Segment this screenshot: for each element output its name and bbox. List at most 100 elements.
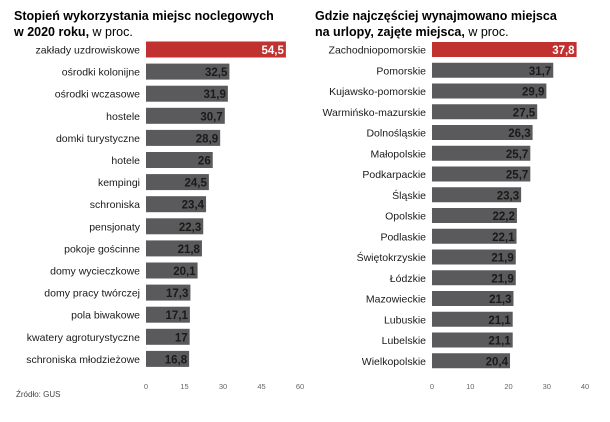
chart1-category-label: schroniska xyxy=(90,199,140,211)
chart2-value-label: 22,1 xyxy=(492,232,515,244)
chart2-bar xyxy=(432,187,522,203)
chart1-value-label: 28,9 xyxy=(196,133,218,145)
chart1-category-label: hostele xyxy=(106,111,140,123)
chart1-bar xyxy=(146,174,209,191)
source-note: Źródło: GUS xyxy=(16,390,61,399)
chart1-bar xyxy=(146,85,228,102)
chart2-bar xyxy=(432,42,577,57)
chart1-value-label: 54,5 xyxy=(261,45,284,57)
chart1-bar xyxy=(146,107,225,124)
chart2-value-label: 21,3 xyxy=(489,294,511,306)
chart1-x-tick-label: 30 xyxy=(219,382,227,391)
chart1-category-label: domy wycieczkowe xyxy=(50,266,140,278)
chart2-category-label: Łódzkie xyxy=(390,273,426,285)
chart1-value-label: 21,8 xyxy=(178,244,201,256)
chart2-bar-chart: Zachodniopomorskie 37,8 Pomorskie 31,7 Kujaw… xyxy=(323,42,589,391)
chart2-category-label: Śląskie xyxy=(392,189,426,202)
chart1-category-label: domki turystyczne xyxy=(56,133,140,145)
chart1-category-label: ośrodki wczasowe xyxy=(55,89,140,101)
chart2-category-label: Kujawsko-pomorskie xyxy=(329,86,426,98)
chart2-category-label: Lubuskie xyxy=(384,314,426,326)
chart2-bar xyxy=(432,311,513,327)
chart2-category-label: Podlaskie xyxy=(380,231,426,243)
chart1-category-label: domy pracy twórczej xyxy=(44,288,140,300)
chart1-bar xyxy=(146,196,207,213)
chart1-value-label: 26 xyxy=(198,156,211,168)
chart1-category-label: pensjonaty xyxy=(89,221,141,233)
chart2-category-label: Wielkopolskie xyxy=(362,356,426,368)
chart2-bar xyxy=(432,62,554,78)
chart1-category-label: schroniska młodzieżowe xyxy=(26,354,140,366)
chart1-title-line2-rest: w proc. xyxy=(89,25,133,39)
chart2-title-line2-rest: w proc. xyxy=(465,25,509,39)
chart2-value-label: 27,5 xyxy=(513,107,536,119)
chart1-category-label: kwatery agroturystyczne xyxy=(27,332,140,344)
chart2-value-label: 37,8 xyxy=(552,45,575,57)
chart2-value-label: 26,3 xyxy=(508,128,530,140)
chart1-title-line1: Stopień wykorzystania miejsc noclegowych xyxy=(14,9,274,23)
chart1-category-label: ośrodki kolonijne xyxy=(62,67,140,79)
chart2-bar xyxy=(432,270,516,286)
chart2-x-tick-label: 40 xyxy=(581,382,589,391)
chart2-x-tick-label: 0 xyxy=(430,382,434,391)
chart1-bar xyxy=(146,129,221,146)
chart2-category-label: Lubelskie xyxy=(382,335,427,347)
chart1-x-tick-label: 60 xyxy=(296,382,304,391)
chart2-bar xyxy=(432,249,516,265)
chart2-bar xyxy=(432,332,513,348)
chart1-bar xyxy=(146,240,202,257)
chart1-bar xyxy=(146,350,190,367)
chart2-value-label: 21,1 xyxy=(488,336,511,348)
chart2-bar xyxy=(432,166,531,182)
chart1-title-line2: w 2020 roku, w proc. xyxy=(13,25,133,39)
chart1-x-tick-label: 45 xyxy=(257,382,265,391)
chart2-category-label: Warmińsko-mazurskie xyxy=(323,107,427,119)
chart1-value-label: 24,5 xyxy=(184,178,207,190)
chart2-value-label: 25,7 xyxy=(506,149,528,161)
chart1-title-line2-bold: w 2020 roku, xyxy=(13,25,89,39)
chart1-bar xyxy=(146,63,230,80)
chart1-bar xyxy=(146,218,204,235)
chart2-bar xyxy=(432,104,538,120)
chart1-bar xyxy=(146,41,286,58)
chart2-category-label: Świętokrzyskie xyxy=(357,251,427,264)
chart1-value-label: 16,8 xyxy=(165,354,188,366)
chart1-bar xyxy=(146,284,191,301)
chart2-title-line2: na urlopy, zajęte miejsca, w proc. xyxy=(315,25,509,39)
chart1-category-label: pokoje gościnne xyxy=(64,243,140,255)
chart2-bar xyxy=(432,83,547,99)
chart2-value-label: 29,9 xyxy=(522,87,544,99)
chart1-value-label: 31,9 xyxy=(203,89,225,101)
chart1-category-label: pola biwakowe xyxy=(71,310,140,322)
chart1-x-tick-label: 0 xyxy=(144,382,148,391)
chart1-bar xyxy=(146,262,198,279)
chart1-x-tick-label: 15 xyxy=(180,382,188,391)
chart2-value-label: 20,4 xyxy=(486,356,509,368)
chart2-title-line1: Gdzie najczęściej wynajmowano miejsca xyxy=(315,9,558,23)
chart2-x-tick-label: 20 xyxy=(504,382,512,391)
chart2-category-label: Zachodniopomorskie xyxy=(329,45,427,57)
chart2-category-label: Małopolskie xyxy=(371,148,427,160)
chart2-bar xyxy=(432,353,511,369)
chart1-value-label: 23,4 xyxy=(182,200,205,212)
chart1-category-label: hotele xyxy=(111,155,140,167)
chart1-value-label: 17,3 xyxy=(166,288,188,300)
chart2-bar xyxy=(432,291,514,306)
chart2-x-tick-label: 30 xyxy=(543,382,551,391)
chart1-bar xyxy=(146,152,213,168)
chart2-bar xyxy=(432,125,533,140)
chart2-bar xyxy=(432,145,531,161)
chart2-category-label: Podkarpackie xyxy=(362,169,426,181)
chart2-value-label: 25,7 xyxy=(506,170,528,182)
chart2-value-label: 23,3 xyxy=(497,190,519,202)
chart2-title-line2-bold: na urlopy, zajęte miejsca, xyxy=(315,25,465,39)
chart2-value-label: 21,1 xyxy=(488,315,511,327)
chart2-value-label: 22,2 xyxy=(493,211,515,223)
chart2-bar xyxy=(432,228,517,244)
chart1-value-label: 32,5 xyxy=(205,67,228,79)
chart2-category-label: Pomorskie xyxy=(376,65,426,77)
chart2-category-label: Dolnośląskie xyxy=(366,128,426,140)
chart1-category-label: zakłady uzdrowiskowe xyxy=(36,45,141,57)
chart1-value-label: 20,1 xyxy=(173,266,196,278)
